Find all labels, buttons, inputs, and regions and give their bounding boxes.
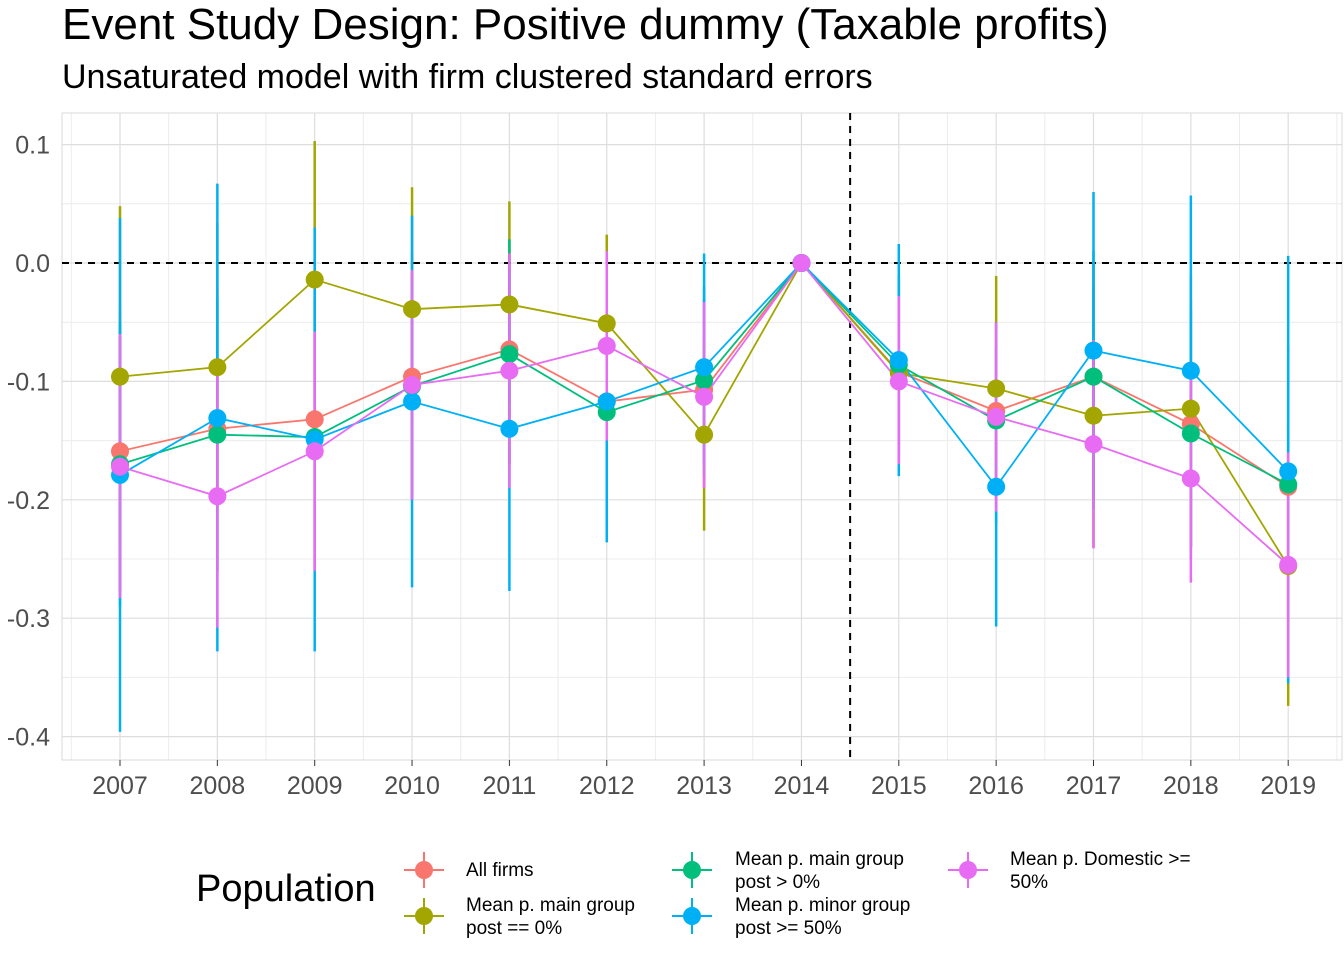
data-point [1279, 555, 1298, 574]
x-tick-label: 2016 [968, 772, 1024, 800]
x-tick-label: 2011 [483, 772, 537, 800]
x-tick-label: 2014 [774, 772, 830, 800]
data-point [1181, 469, 1200, 488]
data-point [208, 358, 227, 377]
x-tick-label: 2013 [676, 772, 732, 800]
data-point [1084, 367, 1103, 386]
y-tick-label: 0.1 [15, 132, 50, 160]
legend-key-point [683, 907, 701, 925]
x-tick-label: 2018 [1163, 772, 1219, 800]
y-tick-label: -0.1 [7, 368, 50, 396]
x-tick-label: 2017 [1066, 772, 1122, 800]
x-tick-label: 2015 [871, 772, 927, 800]
data-point [597, 314, 616, 333]
legend-key-point [959, 861, 977, 879]
data-point [1279, 475, 1298, 494]
legend-key-point [683, 861, 701, 879]
data-point [1181, 361, 1200, 380]
data-point [987, 407, 1006, 426]
y-tick-label: -0.2 [7, 487, 50, 515]
legend-label-minor-group: Mean p. minor group post >= 50% [735, 895, 911, 939]
data-point [597, 392, 616, 411]
panel-border [61, 112, 1343, 761]
data-point [403, 375, 422, 394]
data-point [695, 425, 714, 444]
x-tick-label: 2012 [579, 772, 635, 800]
data-point [208, 425, 227, 444]
data-point [111, 367, 129, 386]
data-point [695, 387, 714, 406]
data-point [1084, 406, 1103, 425]
y-tick-labels: 0.1 0.0 -0.1 -0.2 -0.3 -0.4 [7, 132, 50, 752]
series-points [111, 254, 1298, 576]
chart-subtitle: Unsaturated model with firm clustered st… [62, 58, 873, 96]
data-point [305, 442, 324, 461]
chart-title: Event Study Design: Positive dummy (Taxa… [62, 0, 1109, 49]
x-tick-label: 2010 [384, 772, 440, 800]
y-tick-label: 0.0 [15, 250, 50, 278]
data-point [695, 371, 714, 390]
data-point [111, 457, 129, 476]
data-point [500, 345, 519, 364]
data-point [889, 372, 908, 391]
legend-title: Population [196, 868, 376, 910]
x-tick-label: 2019 [1260, 772, 1316, 800]
data-point [305, 270, 324, 289]
data-point [1181, 399, 1200, 418]
legend-label-domestic: Mean p. Domestic >= 50% [1010, 849, 1191, 893]
data-point [1084, 341, 1103, 360]
reference-lines [62, 113, 1342, 760]
data-point [1181, 424, 1200, 443]
data-point [403, 300, 422, 319]
data-point [305, 410, 324, 429]
data-point [1279, 462, 1298, 481]
data-point [597, 336, 616, 355]
legend-label-main-group-post-0: Mean p. main group post == 0% [466, 895, 635, 939]
y-tick-label: -0.3 [7, 605, 50, 633]
data-point [208, 487, 227, 506]
data-point [500, 419, 519, 438]
y-tick-label: -0.4 [7, 724, 50, 752]
data-point [111, 442, 129, 461]
legend-keys [404, 852, 988, 934]
data-point [208, 409, 227, 428]
legend-key-point [415, 907, 433, 925]
x-tick-label: 2007 [92, 772, 148, 800]
x-tick-labels: 2007 2008 2009 2010 2011 2012 2013 2014 2015 2016… [92, 760, 1316, 800]
data-point [500, 361, 519, 380]
data-point [987, 477, 1006, 496]
x-tick-label: 2008 [190, 772, 246, 800]
legend-label-all-firms: All firms [466, 860, 534, 881]
data-point [403, 392, 422, 411]
legend-key-point [415, 861, 433, 879]
data-point [695, 358, 714, 377]
legend-label-main-group-post-gt-0: Mean p. main group post > 0% [735, 849, 904, 893]
data-point [1084, 435, 1103, 454]
data-point [889, 351, 908, 370]
x-tick-label: 2009 [287, 772, 343, 800]
data-point [792, 254, 811, 272]
data-point [500, 295, 519, 314]
data-point [987, 379, 1006, 398]
